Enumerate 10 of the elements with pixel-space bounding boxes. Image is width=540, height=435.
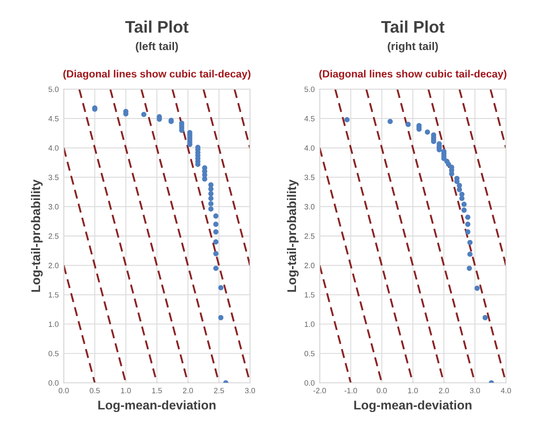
chart-title: Tail Plot — [125, 20, 188, 33]
y-axis-title: Log-tail-probability — [286, 179, 299, 292]
chart-subtitle: (right tail) — [388, 42, 438, 52]
x-axis-title: Log-mean-deviation — [354, 400, 472, 412]
chart-title: Tail Plot — [381, 20, 444, 33]
chart-subtitle: (left tail) — [136, 42, 178, 52]
text: (Diagonal lines show cubic tail-decay) — [319, 70, 506, 80]
x-axis-title: Log-mean-deviation — [98, 400, 216, 412]
text: (Diagonal lines show cubic tail-decay) — [63, 70, 250, 80]
y-axis-title: Log-tail-probability — [30, 179, 43, 292]
